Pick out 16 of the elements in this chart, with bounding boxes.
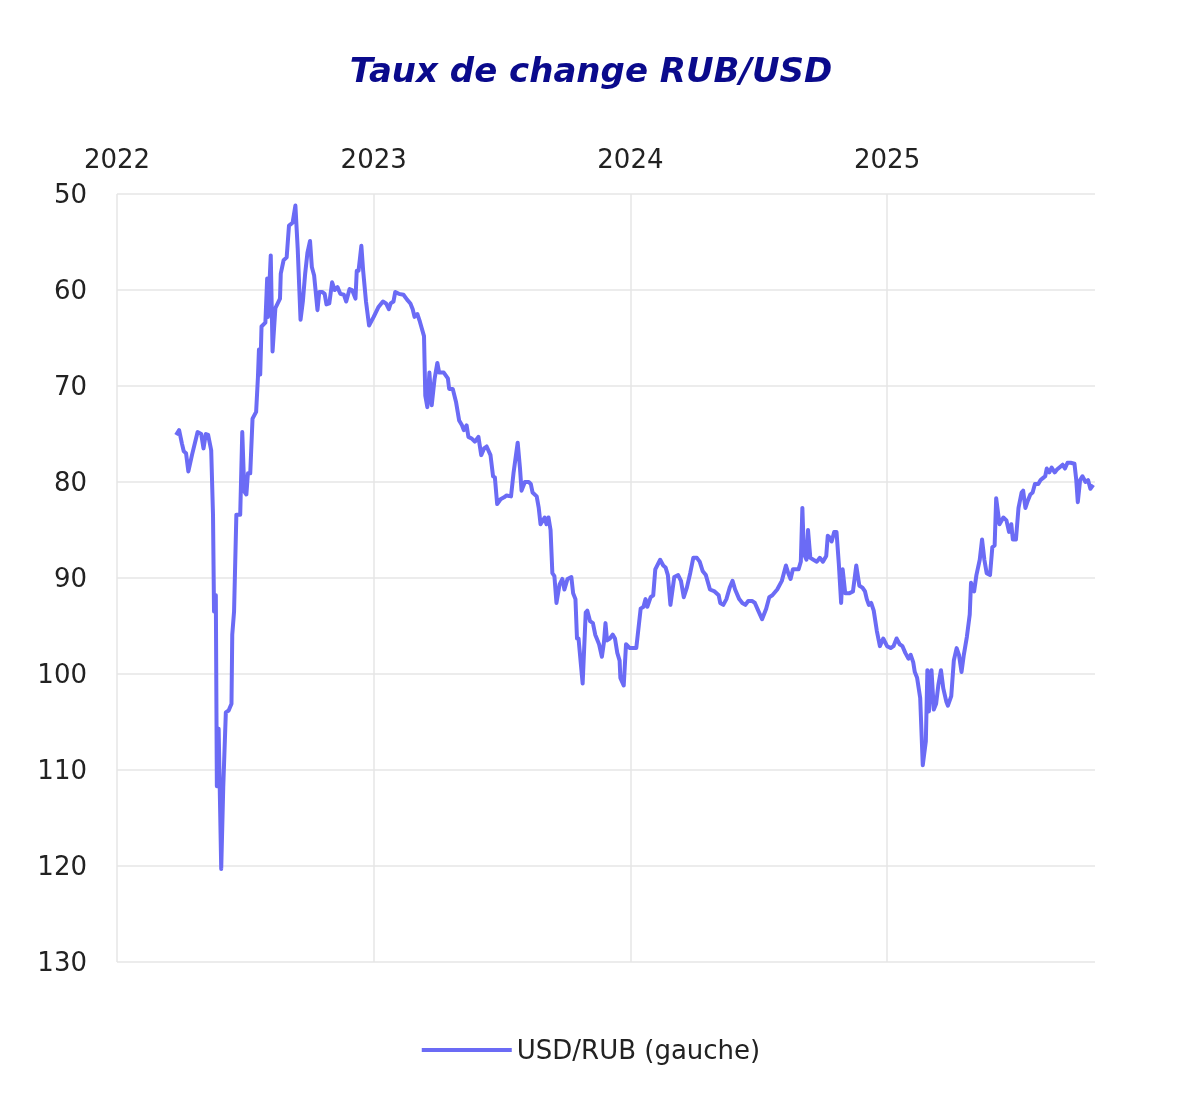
y-tick-label: 70 xyxy=(53,371,87,401)
x-tick-label: 2023 xyxy=(340,144,407,174)
y-tick-label: 80 xyxy=(53,467,87,497)
legend-label: USD/RUB (gauche) xyxy=(516,1035,761,1065)
y-tick-label: 60 xyxy=(53,275,87,305)
y-tick-label: 50 xyxy=(53,179,87,209)
x-tick-label: 2025 xyxy=(853,144,921,174)
y-tick-label: 110 xyxy=(37,755,87,785)
chart-title: Taux de change RUB/USD xyxy=(349,50,833,90)
x-tick-label: 2024 xyxy=(597,144,664,174)
x-tick-label: 2022 xyxy=(83,144,151,174)
line-series xyxy=(174,203,1096,871)
y-tick-label: 120 xyxy=(37,851,87,881)
y-tick-label: 130 xyxy=(37,947,87,977)
y-tick-label: 100 xyxy=(37,659,87,689)
y-tick-label: 90 xyxy=(53,563,87,593)
